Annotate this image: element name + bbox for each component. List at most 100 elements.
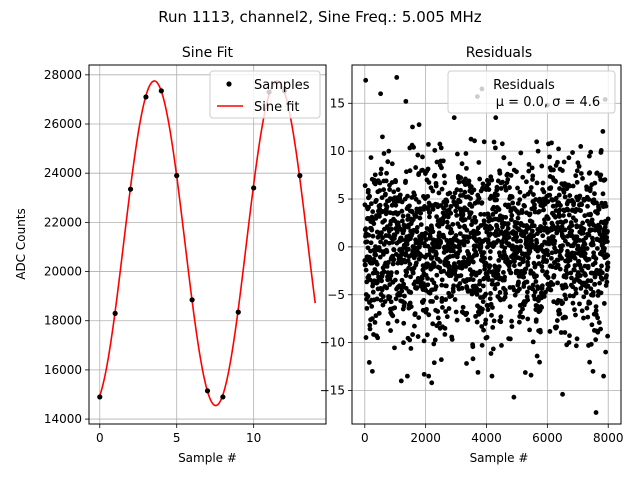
residual-point <box>546 240 552 246</box>
residual-point <box>373 197 379 203</box>
residual-point <box>567 293 573 299</box>
residual-point <box>447 190 453 196</box>
residual-point <box>604 235 610 240</box>
sine-fit-ytick-label: 22000 <box>44 215 82 229</box>
residual-point <box>587 186 593 191</box>
residual-point <box>508 270 514 276</box>
residual-point <box>410 217 416 222</box>
residual-point <box>562 227 568 233</box>
residual-point <box>425 276 430 281</box>
legend-sine-fit-label: Sine fit <box>254 100 300 115</box>
residual-point <box>410 270 416 276</box>
residual-point <box>431 341 437 347</box>
residual-point <box>539 163 545 169</box>
sample-point <box>112 310 118 316</box>
residual-point <box>440 304 445 310</box>
residual-point <box>563 218 569 224</box>
residual-point <box>532 205 537 211</box>
residual-point <box>589 322 595 328</box>
residual-point <box>375 335 381 341</box>
residual-point <box>441 268 447 274</box>
residual-point <box>385 159 391 165</box>
residual-point <box>436 320 442 326</box>
residual-point <box>502 184 508 189</box>
residual-point <box>401 340 406 346</box>
residual-point <box>461 242 467 248</box>
residual-point <box>488 351 494 356</box>
residual-point <box>563 284 569 290</box>
residual-point <box>366 232 372 238</box>
residual-point <box>433 284 439 289</box>
residual-point <box>598 172 604 178</box>
residual-point <box>421 338 427 344</box>
residual-point <box>494 184 500 190</box>
residual-point <box>498 186 504 191</box>
residual-point <box>376 310 382 316</box>
residual-point <box>399 199 405 205</box>
residual-point <box>431 280 437 286</box>
residual-point <box>427 214 432 220</box>
residual-point <box>399 208 405 214</box>
residual-point <box>426 373 432 379</box>
residual-point <box>455 151 460 157</box>
residual-point <box>593 256 599 261</box>
residual-point <box>513 230 519 236</box>
residual-point <box>368 201 374 207</box>
residual-point <box>385 270 391 276</box>
residual-point <box>470 344 476 350</box>
residual-point <box>426 312 432 318</box>
residual-point <box>540 180 546 186</box>
residual-point <box>571 267 577 273</box>
residual-point <box>592 260 598 266</box>
residual-point <box>531 223 537 229</box>
residual-point <box>470 356 476 362</box>
residual-point <box>449 230 455 235</box>
sine-fit-panel: Sine Fit 0 5 10 14000 16000 18000 20000 22000 24… <box>14 45 327 465</box>
residual-outlier-point <box>378 91 384 97</box>
residual-point <box>509 324 515 330</box>
residual-point <box>496 257 502 263</box>
residual-point <box>492 145 498 151</box>
residual-point <box>514 169 519 175</box>
residual-point <box>556 192 562 198</box>
residual-outlier-point <box>590 368 596 374</box>
residual-point <box>539 305 545 310</box>
residual-point <box>474 285 479 291</box>
residual-point <box>551 167 556 173</box>
residual-point <box>479 324 485 329</box>
residual-point <box>477 176 483 182</box>
residual-point <box>412 323 417 329</box>
residual-point <box>558 330 564 335</box>
residual-point <box>490 305 495 310</box>
residual-point <box>486 187 492 192</box>
residual-point <box>547 154 552 160</box>
residual-point <box>463 151 469 156</box>
residual-point <box>413 260 419 266</box>
residuals-ytick-label: −15 <box>320 383 345 397</box>
residual-point <box>566 212 572 218</box>
residual-point <box>563 296 569 302</box>
residual-point <box>415 334 421 339</box>
residual-point <box>381 187 387 193</box>
residual-point <box>457 231 463 237</box>
residual-point <box>535 148 541 154</box>
residual-point <box>573 343 579 349</box>
residual-point <box>506 234 512 240</box>
residual-point <box>597 224 603 230</box>
residual-point <box>583 290 589 296</box>
residual-point <box>497 170 503 176</box>
residuals-legend: Residuals μ = 0.0, σ = 4.6 <box>447 70 616 114</box>
residual-point <box>530 282 536 288</box>
residual-point <box>519 229 525 235</box>
residual-point <box>516 279 521 285</box>
residual-point <box>437 141 443 147</box>
residual-point <box>574 168 580 174</box>
residual-point <box>451 194 457 200</box>
residual-point <box>453 233 459 238</box>
residual-point <box>449 337 455 342</box>
residual-point <box>600 129 606 134</box>
residual-point <box>505 177 511 182</box>
residual-point <box>525 262 531 268</box>
residual-point <box>443 309 448 314</box>
residual-point <box>539 283 545 289</box>
